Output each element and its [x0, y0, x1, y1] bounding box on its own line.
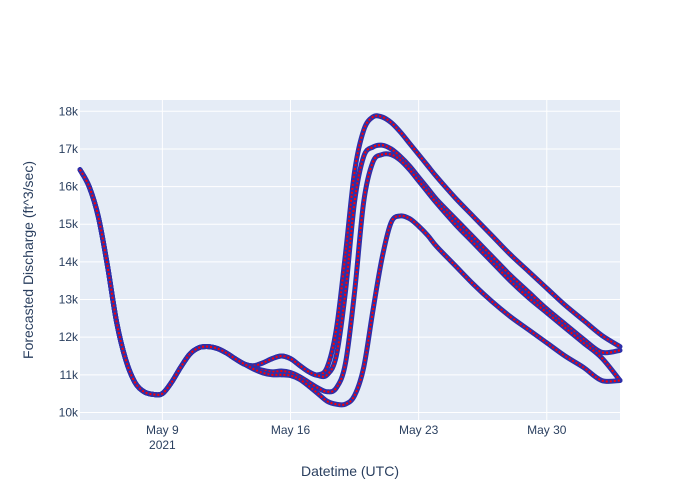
series-4-line-overlay	[79, 169, 621, 406]
x-tick-label: May 30	[527, 423, 567, 437]
series-layer	[77, 113, 623, 408]
x-tick-label: May 16	[271, 423, 311, 437]
y-tick-label: 18k	[59, 104, 79, 118]
y-tick-label: 13k	[59, 293, 79, 307]
y-tick-label: 17k	[59, 142, 79, 156]
y-tick-label: 15k	[59, 217, 79, 231]
x-axis-title: Datetime (UTC)	[301, 463, 399, 479]
y-axis-title: Forecasted Discharge (ft^3/sec)	[20, 161, 36, 359]
y-tick-label: 14k	[59, 255, 79, 269]
x-tick-label: May 23	[399, 423, 439, 437]
y-tick-label: 10k	[59, 405, 79, 419]
x-tick-label: May 9	[146, 423, 179, 437]
y-tick-label: 11k	[60, 368, 79, 382]
x-tick-year-label: 2021	[149, 438, 176, 452]
y-axis-ticks: 10k 11k 12k 13k 14k 15k 16k 17k 18k	[59, 104, 79, 419]
y-tick-label: 12k	[59, 330, 79, 344]
y-tick-label: 16k	[59, 180, 79, 194]
